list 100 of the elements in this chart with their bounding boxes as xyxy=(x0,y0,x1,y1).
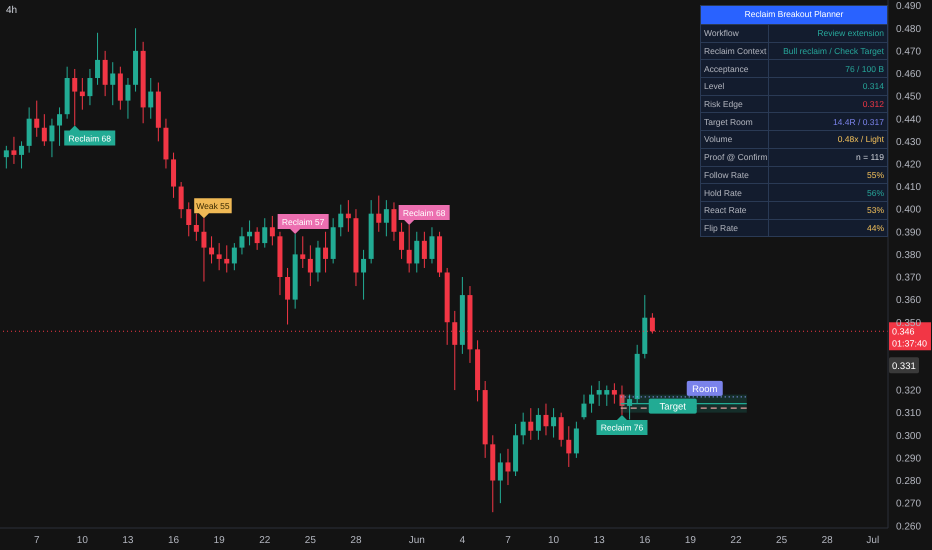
text: 14.4R / 0.317 xyxy=(832,116,884,127)
candlestick xyxy=(604,385,610,406)
candlestick xyxy=(19,140,24,169)
candlestick xyxy=(34,100,40,138)
category-label: Hold Rate xyxy=(701,184,769,201)
x-tick-label: 22 xyxy=(730,535,742,546)
y-tick-label: 0.450 xyxy=(896,92,922,103)
candlestick xyxy=(4,145,9,169)
candlestick xyxy=(80,78,85,110)
x-tick-label: 10 xyxy=(548,535,560,546)
category-label: Level xyxy=(701,78,769,95)
category-label: Follow Rate xyxy=(701,166,769,184)
category-label: Risk Edge xyxy=(701,96,769,112)
y-tick-label: 0.490 xyxy=(896,1,922,12)
y-tick-label: 0.440 xyxy=(896,114,922,126)
candlestick xyxy=(612,382,617,404)
candlestick xyxy=(209,236,214,264)
y-tick-label: 0.320 xyxy=(896,386,922,397)
candlestick xyxy=(566,426,572,468)
text: Bull reclaim / Check Target xyxy=(783,46,884,56)
text: 53% xyxy=(866,205,884,216)
category-label: Volume xyxy=(701,131,769,148)
candlestick xyxy=(551,408,556,438)
x-tick-label: 28 xyxy=(822,535,834,546)
candlestick xyxy=(406,224,412,273)
y-tick-label: 0.390 xyxy=(896,227,922,238)
candlestick xyxy=(558,412,564,448)
candlestick xyxy=(194,213,199,242)
candlestick xyxy=(95,32,100,86)
text: 44% xyxy=(866,222,884,233)
candlestick xyxy=(87,68,92,106)
text: 55% xyxy=(866,170,884,180)
ref-line-label: 0.346 xyxy=(892,326,915,336)
candlestick xyxy=(247,220,252,246)
candlestick xyxy=(125,78,130,120)
candlestick xyxy=(543,403,548,436)
x-tick-label: 13 xyxy=(594,535,606,546)
candlestick xyxy=(346,200,351,232)
y-tick-label: 0.460 xyxy=(896,69,922,80)
x-tick-label: Jul xyxy=(866,535,880,546)
category-label: Acceptance xyxy=(701,60,769,78)
candlestick xyxy=(110,62,116,106)
text: n = 119 xyxy=(856,152,884,162)
x-tick-label: 7 xyxy=(34,535,40,546)
candlestick xyxy=(308,244,313,287)
y-tick-label: 0.420 xyxy=(896,159,922,170)
candlestick xyxy=(178,182,184,219)
candlestick xyxy=(300,236,306,268)
text: Reclaim Breakout Planner xyxy=(701,6,887,24)
x-tick-label: 25 xyxy=(304,535,316,546)
annotation: Reclaim 68 xyxy=(68,133,112,144)
text: 0.312 xyxy=(862,99,884,110)
annotation: 0.331 xyxy=(892,361,916,372)
candlestick xyxy=(232,242,237,271)
candlestick xyxy=(254,226,260,250)
candlestick xyxy=(399,222,404,260)
candlestick xyxy=(619,385,624,416)
candlestick xyxy=(414,231,420,273)
candlestick xyxy=(391,202,396,242)
y-tick-label: 0.310 xyxy=(896,408,922,420)
candlestick xyxy=(520,412,526,445)
category-label: Proof @ Confirm xyxy=(701,148,769,166)
y-tick-label: 0.410 xyxy=(896,182,922,194)
text: 01:37:40 xyxy=(892,338,928,348)
text: 56% xyxy=(866,188,884,198)
text: Review extension xyxy=(817,28,884,38)
candlestick xyxy=(323,231,328,273)
candlestick xyxy=(216,242,222,271)
candlestick xyxy=(285,267,290,325)
text: 0.48x / Light xyxy=(838,134,884,144)
y-tick-label: 0.260 xyxy=(896,521,922,532)
candlestick xyxy=(224,244,230,273)
text: 4h xyxy=(6,5,18,16)
candlestick xyxy=(589,385,594,414)
candlestick xyxy=(528,408,534,440)
candlestick xyxy=(72,68,78,126)
candlestick xyxy=(11,136,16,164)
candlestick xyxy=(498,452,503,504)
candlestick xyxy=(42,114,47,146)
series-label: Room xyxy=(692,384,718,395)
x-tick-label: 4 xyxy=(460,535,466,546)
candlestick xyxy=(201,218,206,282)
y-tick-label: 0.270 xyxy=(896,498,922,510)
candlestick xyxy=(384,200,389,237)
text: 0.314 xyxy=(862,81,884,92)
candlestick xyxy=(270,215,275,246)
series-label: Target xyxy=(660,402,686,413)
y-tick-label: 0.360 xyxy=(896,295,922,306)
y-tick-label: 0.400 xyxy=(896,204,922,216)
category-label: Reclaim Context xyxy=(701,42,769,60)
candlestick xyxy=(581,394,586,420)
y-tick-label: 0.370 xyxy=(896,272,922,284)
x-tick-label: 22 xyxy=(259,535,271,546)
category-label: Target Room xyxy=(701,113,769,130)
x-tick-label: 25 xyxy=(776,535,788,546)
annotation: Reclaim 68 xyxy=(402,208,446,218)
annotation: Reclaim 76 xyxy=(600,422,644,433)
y-tick-label: 0.300 xyxy=(896,430,922,442)
text: 76 / 100 B xyxy=(845,64,884,74)
candlestick xyxy=(422,231,427,268)
